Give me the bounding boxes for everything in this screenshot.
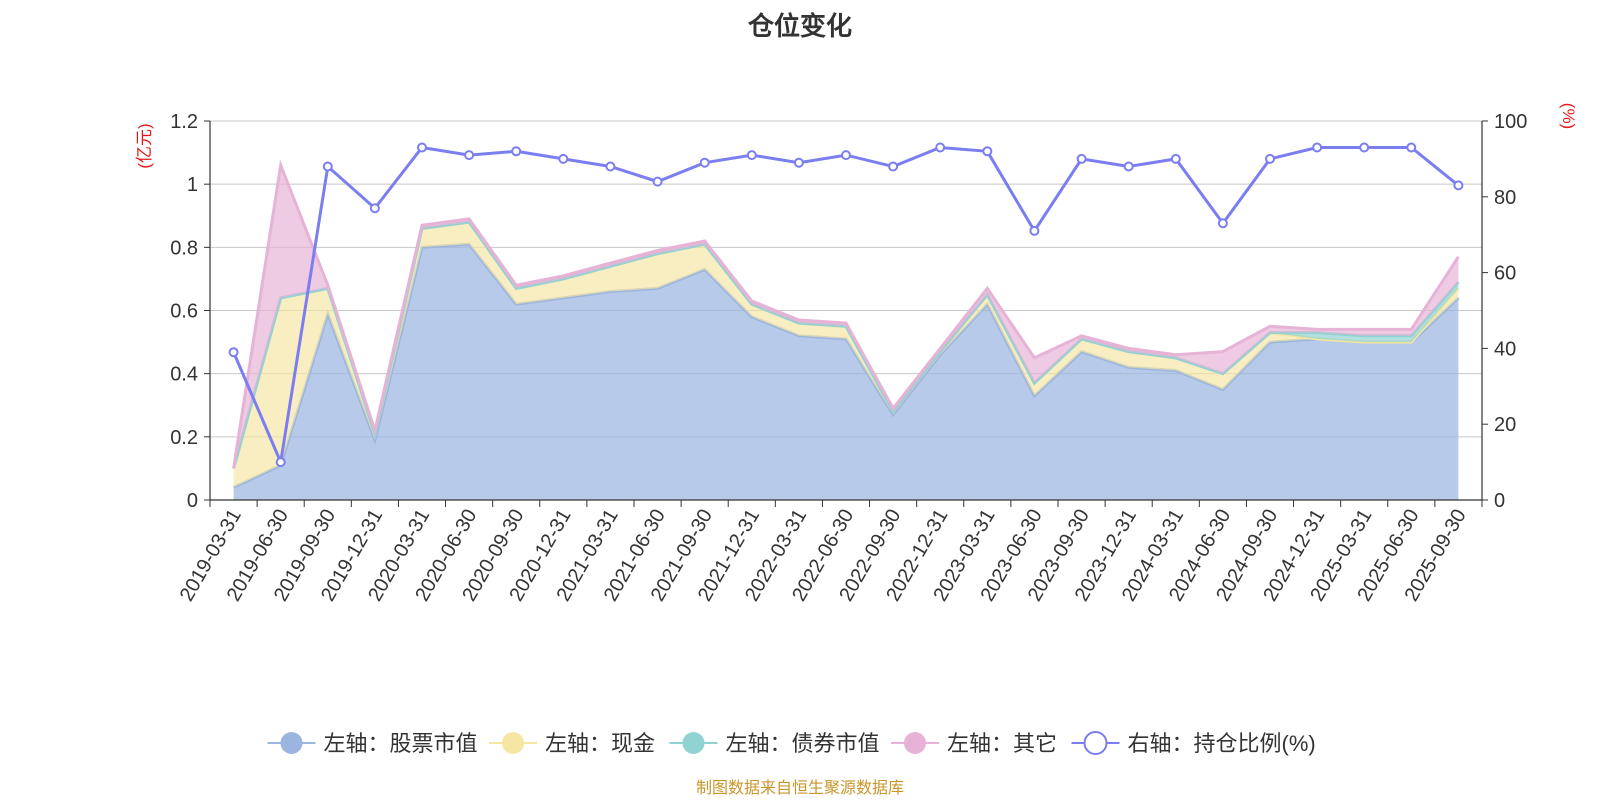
- ratio-point: [1359, 142, 1370, 153]
- legend-swatch-marker: [904, 732, 926, 754]
- left-axis-tick-label: 0.8: [170, 237, 198, 259]
- ratio-point: [699, 157, 710, 168]
- legend-label: 左轴：股票市值: [324, 731, 478, 756]
- ratio-point: [793, 157, 804, 168]
- legend-item[interactable]: 左轴：债券市值: [669, 731, 880, 756]
- legend-item[interactable]: 左轴：现金: [489, 731, 655, 756]
- legend-label: 右轴：持仓比例(%): [1128, 731, 1316, 756]
- area-0: [233, 244, 1459, 500]
- ratio-point: [558, 153, 569, 164]
- source-note: 制图数据来自恒生聚源数据库: [695, 780, 904, 797]
- ratio-point: [888, 161, 899, 172]
- left-axis-unit: (亿元): [135, 123, 154, 168]
- legend-item[interactable]: 左轴：其它: [891, 731, 1057, 756]
- line-layer: [228, 142, 1464, 468]
- legend-swatch-marker: [682, 732, 705, 754]
- left-axis-tick-label: 0.2: [170, 427, 198, 449]
- right-axis-tick-label: 0: [1494, 490, 1505, 512]
- legend-item[interactable]: 右轴：持仓比例(%): [1071, 731, 1316, 756]
- right-axis-tick-label: 80: [1494, 187, 1516, 209]
- right-axis-tick-label: 20: [1494, 414, 1516, 436]
- legend-swatch-marker: [280, 732, 303, 754]
- area-edge-3: [232, 159, 1460, 469]
- ratio-point: [1123, 161, 1134, 172]
- ratio-point: [746, 150, 757, 161]
- ratio-point: [841, 150, 851, 161]
- ratio-point: [935, 142, 946, 153]
- ratio-point: [1453, 180, 1464, 191]
- ratio-point: [322, 161, 333, 172]
- right-axis-tick-label: 100: [1494, 111, 1527, 133]
- area-layer: [232, 159, 1460, 500]
- legend-swatch-marker: [502, 732, 524, 754]
- ratio-point: [369, 203, 380, 214]
- left-axis-tick-label: 0.4: [170, 364, 198, 386]
- legend-item[interactable]: 左轴：股票市值: [267, 731, 478, 756]
- left-axis-tick-label: 1: [187, 174, 198, 196]
- ratio-point: [1265, 153, 1275, 164]
- legend-label: 左轴：债券市值: [726, 731, 880, 756]
- left-axis-tick-label: 0.6: [170, 301, 198, 323]
- legend-label: 左轴：其它: [947, 731, 1057, 756]
- ratio-point: [1312, 142, 1323, 153]
- ratio-point: [605, 161, 616, 172]
- right-axis-unit: (%): [1559, 103, 1578, 129]
- ratio-point: [1076, 153, 1087, 164]
- left-axis-tick-label: 1.2: [170, 111, 198, 133]
- ratio-point: [1029, 225, 1040, 236]
- ratio-point: [511, 146, 522, 157]
- ratio-point: [417, 142, 427, 153]
- chart-title: 仓位变化: [747, 11, 852, 41]
- right-axis-tick-label: 60: [1494, 263, 1516, 285]
- right-axis-tick-label: 40: [1494, 338, 1516, 360]
- ratio-point: [464, 150, 475, 161]
- area-1: [233, 222, 1459, 488]
- legend-label: 左轴：现金: [545, 731, 655, 756]
- ratio-point: [275, 457, 286, 468]
- legend-swatch-marker: [1083, 731, 1108, 755]
- ratio-point: [1406, 142, 1417, 153]
- ratio-point: [1217, 218, 1228, 229]
- legend-layer[interactable]: 左轴：股票市值 左轴：现金 左轴：债券市值 左轴：其它 右轴：持仓比例(%): [267, 731, 1316, 756]
- ratio-point: [1170, 153, 1181, 164]
- ratio-point: [652, 176, 663, 187]
- ratio-point: [228, 347, 239, 358]
- ratio-point: [982, 146, 993, 157]
- left-axis-tick-label: 0: [187, 490, 198, 512]
